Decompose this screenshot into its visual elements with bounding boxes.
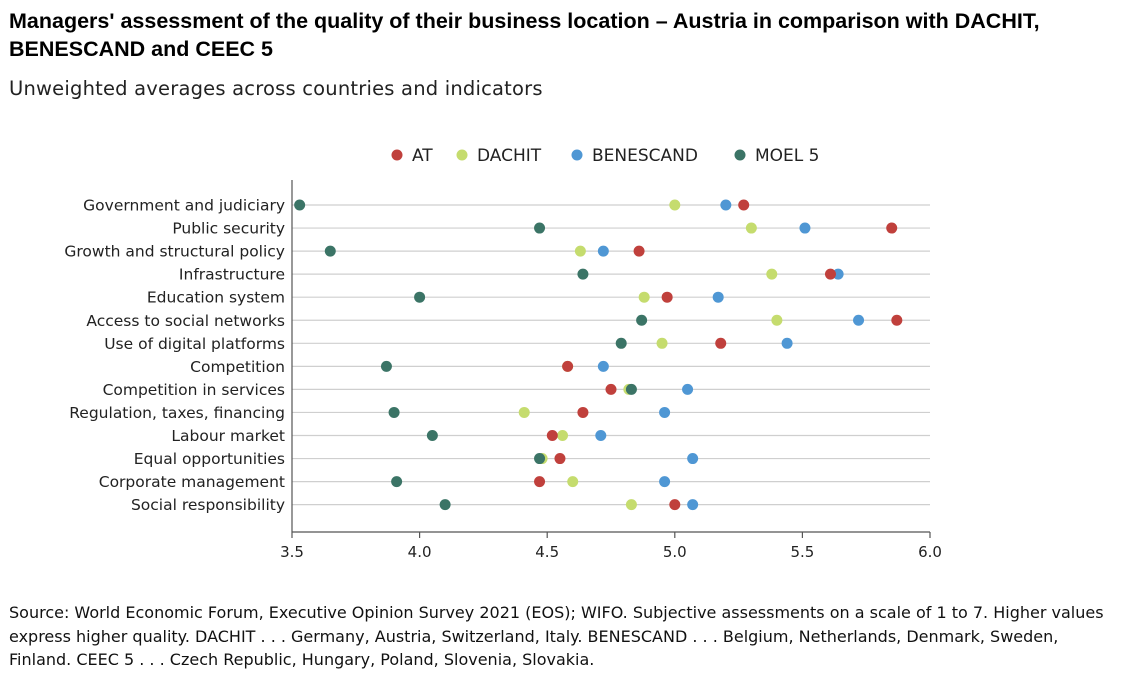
data-point xyxy=(715,337,727,349)
x-tick-label: 5.0 xyxy=(663,543,687,561)
category-label: Infrastructure xyxy=(179,266,285,284)
data-point xyxy=(781,337,793,349)
legend-label: DACHIT xyxy=(477,146,542,166)
data-point xyxy=(567,476,579,488)
data-point xyxy=(380,360,392,372)
data-point xyxy=(414,291,426,303)
data-point xyxy=(577,406,589,418)
legend-label: AT xyxy=(412,146,433,166)
x-tick-label: 5.5 xyxy=(790,543,814,561)
category-label: Education system xyxy=(147,289,285,307)
data-point xyxy=(687,499,699,511)
data-point xyxy=(682,383,694,395)
data-point xyxy=(661,291,673,303)
category-label: Equal opportunities xyxy=(134,450,285,468)
chart-legend: AT DACHIT BENESCAND MOEL 5 xyxy=(391,146,819,166)
data-point xyxy=(832,268,844,280)
source-note: Source: World Economic Forum, Executive … xyxy=(9,603,1104,669)
data-point xyxy=(799,222,811,234)
data-point xyxy=(745,222,757,234)
data-point xyxy=(534,476,546,488)
data-point xyxy=(636,314,648,326)
legend-label: BENESCAND xyxy=(592,146,698,166)
category-label: Access to social networks xyxy=(86,312,285,330)
data-point xyxy=(615,337,627,349)
category-label: Social responsibility xyxy=(131,496,285,514)
axes xyxy=(291,180,931,538)
data-point xyxy=(771,314,783,326)
data-point xyxy=(687,453,699,465)
x-tick-label: 4.5 xyxy=(535,543,559,561)
data-point xyxy=(577,268,589,280)
data-point xyxy=(324,245,336,257)
data-point xyxy=(439,499,451,511)
data-point xyxy=(426,430,438,441)
legend-marker xyxy=(571,149,583,161)
category-labels: Government and judiciary Public security G… xyxy=(64,197,285,515)
gridlines xyxy=(292,204,930,506)
data-point xyxy=(625,383,637,395)
data-point xyxy=(574,245,586,257)
data-point xyxy=(720,199,732,211)
category-label: Growth and structural policy xyxy=(64,243,285,261)
data-point xyxy=(886,222,898,234)
data-point xyxy=(534,453,546,465)
data-point xyxy=(554,453,566,465)
legend-marker xyxy=(456,149,468,161)
dot-plot-chart: AT DACHIT BENESCAND MOEL 5 Government and j… xyxy=(64,146,942,561)
legend-marker xyxy=(734,149,746,161)
data-point xyxy=(595,430,607,441)
data-point xyxy=(638,291,650,303)
data-point xyxy=(534,222,546,234)
data-point xyxy=(891,314,903,326)
legend-marker xyxy=(391,149,403,161)
data-point xyxy=(659,476,671,488)
data-point xyxy=(518,406,530,418)
data-point xyxy=(633,245,645,257)
data-point xyxy=(557,430,569,441)
legend-label: MOEL 5 xyxy=(755,146,819,166)
category-label: Competition xyxy=(190,358,285,376)
data-point xyxy=(669,499,681,511)
data-point xyxy=(546,430,558,441)
data-point xyxy=(391,476,403,488)
chart-subtitle: Unweighted averages across countries and… xyxy=(9,77,543,100)
data-point xyxy=(712,291,724,303)
x-tick-label: 3.5 xyxy=(280,543,304,561)
category-label: Use of digital platforms xyxy=(104,335,285,353)
category-label: Regulation, taxes, financing xyxy=(69,404,285,422)
data-point xyxy=(853,314,865,326)
data-point xyxy=(597,245,609,257)
category-label: Government and judiciary xyxy=(83,197,285,215)
category-label: Corporate management xyxy=(99,473,285,491)
data-point xyxy=(824,268,836,280)
data-point xyxy=(659,406,671,418)
data-point xyxy=(605,383,617,395)
data-points xyxy=(294,199,903,511)
data-point xyxy=(294,199,306,211)
data-point xyxy=(738,199,750,211)
data-point xyxy=(597,360,609,372)
data-point xyxy=(562,360,574,372)
x-tick-label: 4.0 xyxy=(408,543,432,561)
data-point xyxy=(669,199,681,211)
data-point xyxy=(388,406,400,418)
data-point xyxy=(625,499,637,511)
chart-title: Managers' assessment of the quality of t… xyxy=(9,9,1040,61)
x-tick-label: 6.0 xyxy=(918,543,942,561)
data-point xyxy=(656,337,668,349)
category-label: Competition in services xyxy=(103,381,285,399)
data-point xyxy=(766,268,778,280)
category-label: Public security xyxy=(172,220,285,238)
x-tick-labels: 3.5 4.0 4.5 5.0 5.5 6.0 xyxy=(280,543,942,561)
category-label: Labour market xyxy=(171,427,285,445)
